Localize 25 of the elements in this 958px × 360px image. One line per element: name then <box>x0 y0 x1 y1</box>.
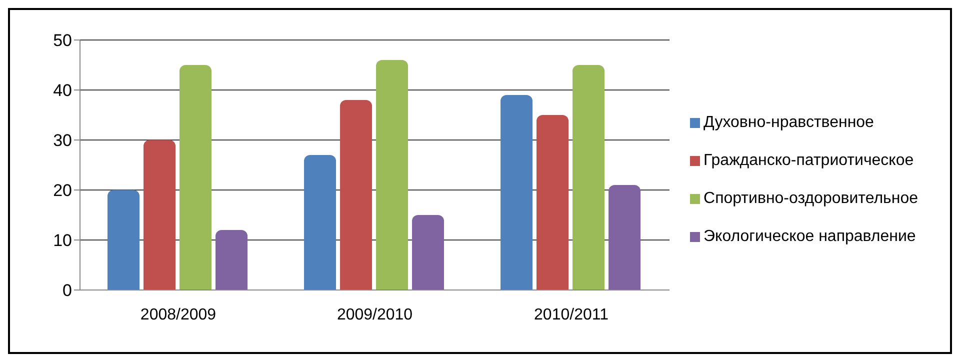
bar <box>340 100 372 290</box>
legend-label: Духовно-нравственное <box>704 114 874 131</box>
bar <box>216 230 248 290</box>
bar <box>376 60 408 290</box>
y-tick-label: 30 <box>53 131 72 150</box>
x-tick-label: 2009/2010 <box>336 306 413 324</box>
x-tick-label: 2008/2009 <box>140 306 216 324</box>
legend-label: Гражданско-патриотическое <box>704 152 914 169</box>
bar <box>608 185 641 290</box>
y-tick-label: 10 <box>53 231 72 250</box>
legend-label: Экологическое направление <box>704 228 916 245</box>
bar <box>108 190 140 290</box>
bar <box>304 155 336 290</box>
bar <box>412 215 444 290</box>
bar <box>144 140 176 290</box>
bar <box>500 95 533 290</box>
y-tick-label: 50 <box>53 31 72 50</box>
y-tick-label: 20 <box>53 181 72 200</box>
y-tick-label: 40 <box>53 81 72 100</box>
legend-label: Спортивно-оздоровительное <box>704 190 918 207</box>
y-tick-label: 0 <box>62 281 72 300</box>
bar <box>536 115 569 290</box>
x-tick-label: 2010/2011 <box>534 306 609 324</box>
bar <box>572 65 605 290</box>
bar <box>180 65 212 290</box>
